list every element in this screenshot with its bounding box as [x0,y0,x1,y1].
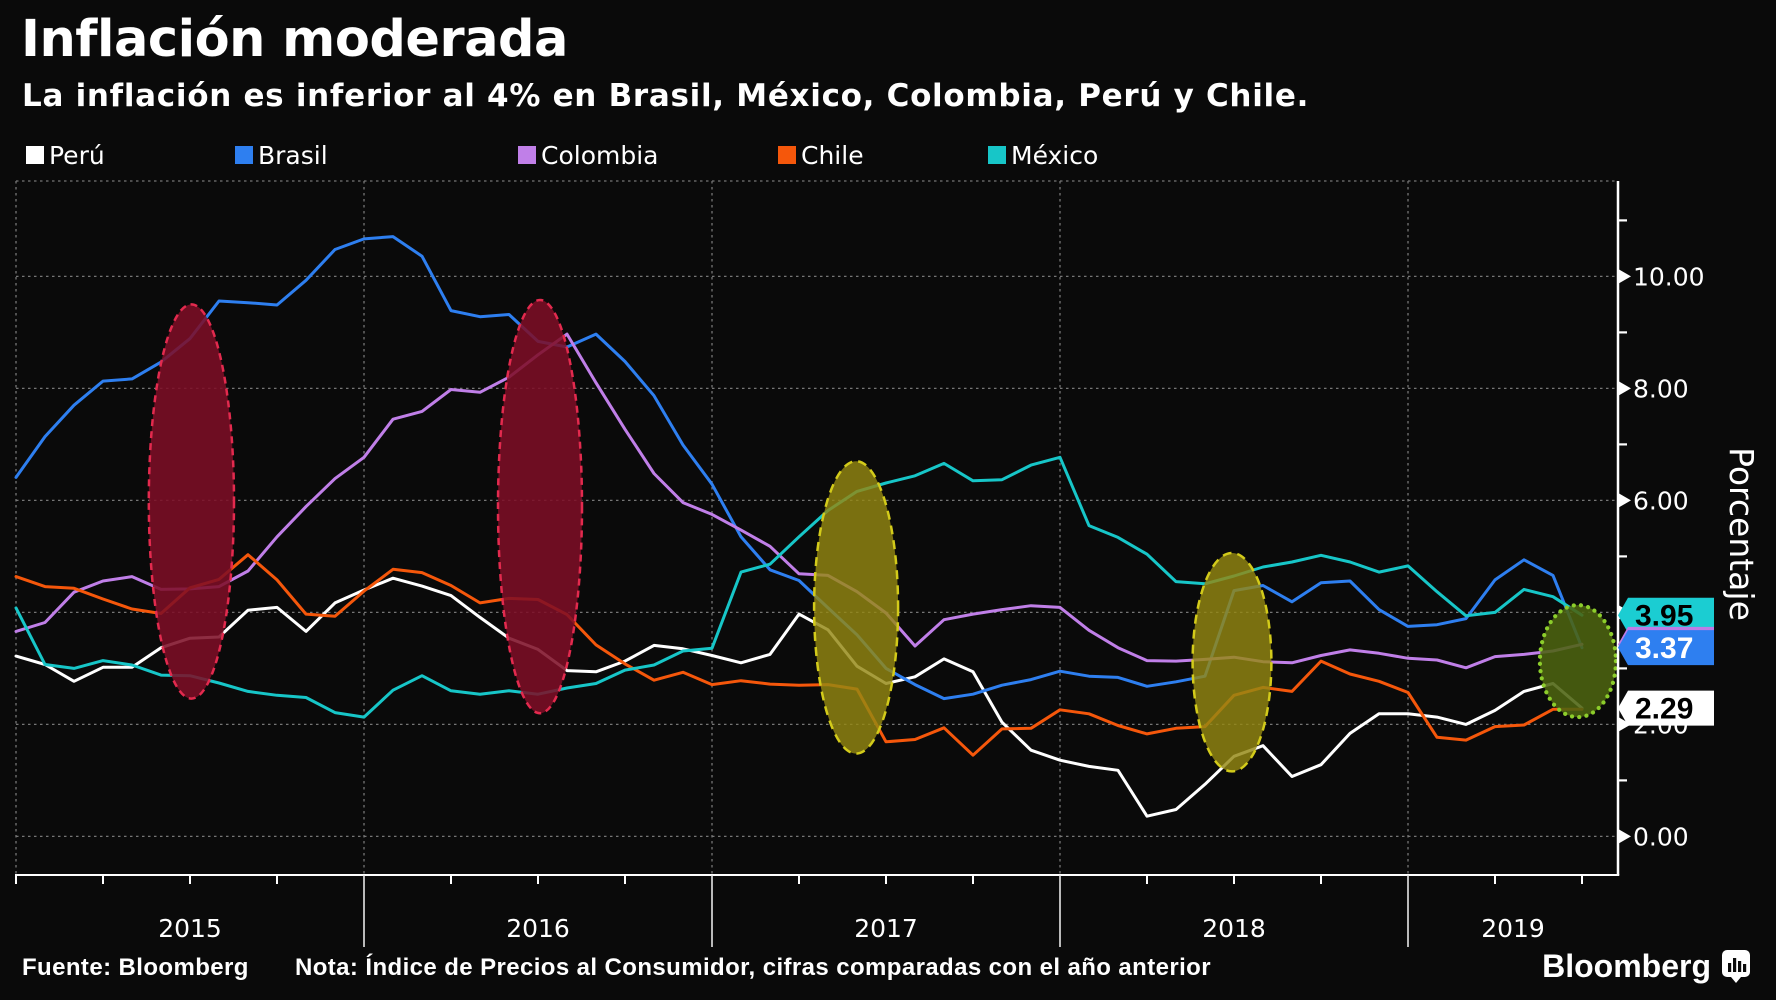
end-tag-peru [1618,690,1714,726]
y-major-tick-2 [1618,716,1631,732]
series-line-chile [14,553,1584,757]
x-year-label-2019: 2019 [1481,914,1545,943]
annotation-ellipse-red-1 [496,298,584,715]
legend-swatch-colombia [518,146,536,164]
x-year-label-2018: 2018 [1202,914,1266,943]
legend-item-brasil: Brasil [235,140,328,170]
y-major-tick-6 [1618,492,1631,508]
annotation-ellipse-olive-3 [1191,551,1273,773]
legend-item-colombia: Colombia [518,140,659,170]
legend-item-peru: Perú [26,140,105,170]
legend-swatch-brasil [235,146,253,164]
source-note: Fuente: Bloomberg [22,954,249,981]
legend-label-mexico: México [1011,140,1099,170]
y-tick-label-6: 6.00 [1633,486,1689,515]
bloomberg-wordmark: Bloomberg [1542,948,1711,984]
legend-item-mexico: México [988,140,1099,170]
legend: Perú Brasil Colombia Chile México [0,140,1776,170]
annotations [147,298,1619,773]
footer: Fuente: Bloomberg Nota: Índice de Precio… [0,954,1776,986]
y-major-tick-8 [1618,380,1631,396]
annotation-ellipse-olive-2 [812,459,900,755]
y-axis-title: Porcentaje [1722,447,1761,621]
series-line-colombia [14,332,1584,670]
series-line-peru [14,576,1584,818]
y-tick-label-0: 0.00 [1633,822,1689,851]
legend-item-chile: Chile [778,140,864,170]
methodology-note: Nota: Índice de Precios al Consumidor, c… [295,954,1211,981]
legend-swatch-chile [778,146,796,164]
bloomberg-terminal-icon [1722,950,1750,983]
end-value-tags: 3.953.433.372.29 [1618,597,1714,726]
legend-swatch-mexico [988,146,1006,164]
x-year-label-2015: 2015 [158,914,222,943]
x-year-label-2016: 2016 [506,914,570,943]
y-major-tick-10 [1618,268,1631,284]
chart-title: Inflación moderada [21,10,568,69]
end-tag-brasil [1618,630,1714,666]
annotation-ellipse-red-0 [147,303,236,700]
bloomberg-logo: Bloomberg [1542,948,1750,985]
chart-subtitle: La inflación es inferior al 4% en Brasil… [22,78,1310,114]
series-line-mexico [14,455,1584,719]
y-tick-label-10: 10.00 [1633,262,1705,291]
legend-label-brasil: Brasil [258,140,328,170]
legend-label-colombia: Colombia [541,140,659,170]
series-lines [14,235,1584,818]
gridlines [15,180,1618,875]
end-tag-value-brasil: 3.37 [1635,632,1693,665]
legend-swatch-peru [26,146,44,164]
annotation-ellipse-green-4 [1537,602,1619,720]
legend-label-peru: Perú [49,140,105,170]
legend-label-chile: Chile [801,140,864,170]
y-tick-label-8: 8.00 [1633,374,1689,403]
end-tag-value-peru: 2.29 [1635,693,1693,726]
x-year-label-2017: 2017 [854,914,918,943]
series-line-brasil [14,235,1584,701]
y-major-tick-0 [1618,828,1631,844]
end-tag-mexico [1618,597,1714,633]
